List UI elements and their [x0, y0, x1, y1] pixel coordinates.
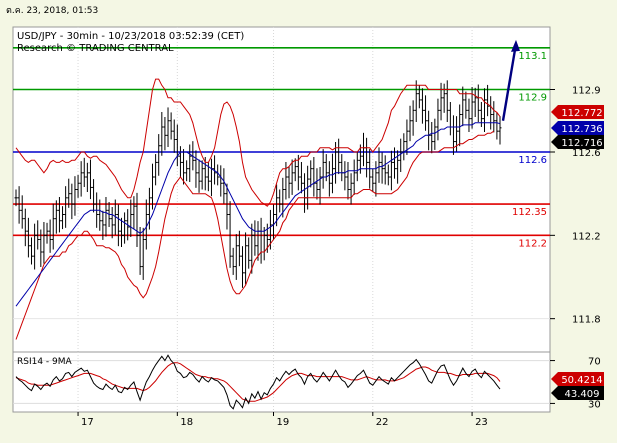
y-tick-label: 112.9 [572, 86, 601, 97]
rsi-tag-rsi [551, 386, 604, 400]
price-tag-price [551, 135, 604, 149]
chart-title: USD/JPY - 30min - 10/23/2018 03:52:39 (C… [17, 31, 244, 42]
price-tags: 112.772 112.736 112.716 [551, 105, 604, 149]
window-timestamp: ต.ค. 23, 2018, 01:53 [6, 6, 98, 16]
x-tick-label: 18 [180, 417, 193, 428]
x-tick-label: 22 [376, 417, 389, 428]
forecast-arrow-shaft [501, 43, 518, 121]
x-tick-label: 17 [81, 417, 94, 428]
moving-average-line [15, 122, 501, 307]
price-plot-area [12, 26, 551, 353]
rsi-axis: 70 30 [550, 357, 601, 410]
y-tick-label: 111.8 [572, 315, 601, 326]
rsi-grid [13, 352, 550, 412]
price-tag-label: 112.772 [561, 108, 602, 119]
rsi-tag-label: 43.409 [565, 389, 600, 400]
rsi-tag-rsi_ma [551, 372, 604, 386]
bollinger-lower-line [15, 130, 495, 340]
rsi-line [15, 354, 501, 410]
price-tag-moving_average [551, 121, 604, 135]
price-tag-label: 112.716 [561, 138, 602, 149]
price-panel: 113.1 112.9 112.6 112.35 112.2 USD/JPY - 30m… [12, 26, 604, 353]
rsi-y-tick-label: 70 [588, 357, 601, 368]
level-label: 112.9 [518, 93, 547, 104]
y-tick-label: 112.2 [572, 231, 601, 242]
rsi-ma-line [15, 362, 501, 402]
level-label: 112.2 [518, 238, 547, 249]
bollinger-upper-line [15, 78, 501, 207]
x-tick-label: 23 [475, 417, 488, 428]
price-series [14, 78, 502, 340]
rsi-y-tick-label: 30 [588, 399, 601, 410]
price-tag-bollinger [551, 105, 604, 119]
rsi-panel: RSI14 - 9MA 70 30 50.4214 43.409 [12, 351, 604, 413]
price-axis: 112.9 112.6 112.2 111.8 [550, 86, 601, 326]
rsi-plot-area [12, 351, 551, 413]
level-label: 112.6 [518, 155, 547, 166]
chart-subtitle: Research © TRADING CENTRAL [17, 43, 174, 54]
forecast-arrow-head [511, 39, 520, 52]
key-levels: 113.1 112.9 112.6 112.35 112.2 [13, 47, 550, 249]
x-tick-label: 19 [277, 417, 290, 428]
rsi-tags: 50.4214 43.409 [551, 372, 604, 400]
level-label: 113.1 [518, 51, 547, 62]
date-axis: 17 18 19 22 23 [77, 412, 488, 428]
rsi-series [15, 354, 501, 410]
rsi-tag-label: 50.4214 [561, 375, 602, 386]
rsi-title: RSI14 - 9MA [17, 357, 73, 367]
forecast-arrow [501, 39, 520, 121]
y-tick-label: 112.6 [572, 148, 601, 159]
price-tag-label: 112.736 [561, 124, 602, 135]
level-label: 112.35 [512, 207, 547, 218]
